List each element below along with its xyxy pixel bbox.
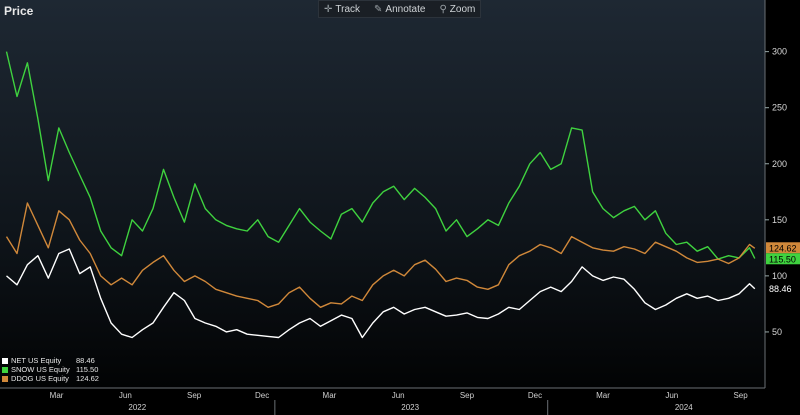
x-tick-label: Mar — [323, 391, 337, 400]
last-value-box — [766, 282, 800, 294]
track-label: Track — [335, 3, 361, 15]
legend-entry-snow: SNOW US Equity 115.50 — [2, 365, 99, 374]
x-tick-label: Mar — [596, 391, 610, 400]
y-tick-label: 100 — [772, 271, 787, 281]
last-value-tag-ddog: 124.62 — [766, 242, 800, 254]
magnifier-icon: ⚲ — [439, 3, 447, 15]
series-line-snow — [5, 51, 756, 260]
legend-value-net: 88.46 — [76, 356, 95, 365]
track-button[interactable]: ✛ Track — [319, 1, 365, 17]
legend-entry-ddog: DDOG US Equity 124.62 — [2, 374, 99, 383]
last-value-text: 88.46 — [769, 284, 792, 294]
last-value-box — [766, 242, 800, 254]
legend: NET US Equity 88.46 SNOW US Equity 115.5… — [2, 356, 99, 383]
zoom-button[interactable]: ⚲ Zoom — [434, 1, 480, 17]
x-tick-label: Sep — [460, 391, 475, 400]
y-tick-label: 300 — [772, 47, 787, 57]
x-tick-label: Dec — [528, 391, 542, 400]
legend-value-snow: 115.50 — [76, 365, 99, 374]
y-tick-label: 200 — [772, 159, 787, 169]
year-label: 2022 — [128, 403, 146, 412]
last-value-text: 124.62 — [769, 243, 797, 253]
y-tick-label: 250 — [772, 103, 787, 113]
legend-entry-net: NET US Equity 88.46 — [2, 356, 99, 365]
legend-label-ddog: DDOG US Equity — [11, 374, 69, 383]
legend-label-net: NET US Equity — [11, 356, 62, 365]
x-tick-label: Jun — [119, 391, 132, 400]
pencil-icon: ✎ — [374, 3, 383, 15]
y-tick-label: 150 — [772, 215, 787, 225]
series-line-ddog — [5, 202, 756, 308]
chart-toolbar: ✛ Track ✎ Annotate ⚲ Zoom — [318, 0, 482, 18]
series-line-net — [6, 248, 756, 339]
x-tick-label: Dec — [255, 391, 269, 400]
year-label: 2023 — [401, 403, 419, 412]
annotate-button[interactable]: ✎ Annotate — [369, 1, 430, 17]
last-value-tag-snow: 115.50 — [766, 253, 800, 265]
legend-swatch-snow — [2, 366, 8, 373]
x-tick-label: Sep — [733, 391, 748, 400]
legend-swatch-ddog — [2, 375, 8, 382]
annotate-label: Annotate — [385, 3, 426, 15]
crosshair-icon: ✛ — [324, 3, 333, 15]
last-value-tag-net: 88.46 — [766, 282, 800, 294]
chart-title: Price — [4, 4, 34, 18]
y-tick-label: 50 — [772, 327, 782, 337]
x-tick-label: Jun — [392, 391, 405, 400]
x-tick-label: Sep — [187, 391, 202, 400]
legend-value-ddog: 124.62 — [76, 374, 99, 383]
legend-swatch-net — [2, 357, 8, 364]
last-value-text: 115.50 — [769, 254, 796, 264]
zoom-label: Zoom — [449, 3, 476, 15]
x-tick-label: Mar — [50, 391, 64, 400]
x-tick-label: Jun — [665, 391, 678, 400]
year-label: 2024 — [675, 403, 693, 412]
y-axis-panel — [765, 0, 800, 415]
x-axis-panel — [0, 388, 765, 415]
legend-label-snow: SNOW US Equity — [11, 365, 70, 374]
last-value-box — [766, 253, 800, 265]
